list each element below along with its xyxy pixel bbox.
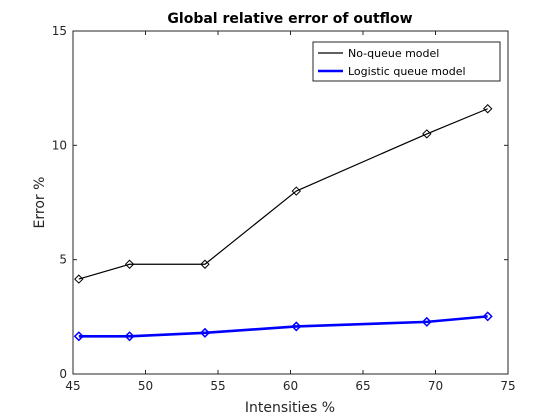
series-layer <box>73 104 493 342</box>
x-axis-label: Intensities % <box>245 400 335 416</box>
data-point <box>482 311 493 322</box>
data-point <box>482 104 493 114</box>
y-tick-label: 15 <box>52 24 67 38</box>
data-point <box>422 129 432 139</box>
x-tick-label: 50 <box>138 379 153 393</box>
x-tick-label: 65 <box>355 379 370 393</box>
data-point <box>74 274 84 284</box>
data-point <box>199 327 211 338</box>
legend-box <box>312 41 501 82</box>
x-tick-label: 55 <box>210 379 225 393</box>
data-point <box>291 321 302 332</box>
data-point <box>291 186 302 196</box>
series-no-queue-model <box>74 104 493 284</box>
series-logistic-queue-model <box>73 311 493 342</box>
series-line <box>78 108 488 280</box>
y-tick-label: 10 <box>52 138 67 152</box>
y-axis-label: Error % <box>32 177 48 229</box>
data-point <box>73 331 84 342</box>
data-point <box>124 331 135 342</box>
legend-label: No-queue model <box>348 47 439 60</box>
x-tick-label: 60 <box>283 379 298 393</box>
data-point <box>421 316 432 327</box>
chart-title: Global relative error of outflow <box>167 11 412 27</box>
data-point <box>200 259 210 269</box>
x-tick-label: 70 <box>428 379 443 393</box>
x-tick-label: 75 <box>500 379 515 393</box>
x-tick-label: 45 <box>65 379 80 393</box>
y-tick-label: 0 <box>59 367 67 381</box>
series-line <box>78 315 488 338</box>
plot-background <box>73 31 508 374</box>
data-point <box>124 259 135 269</box>
axes-layer: 45 50 55 60 65 70 75 0 5 10 15 <box>52 24 516 393</box>
y-tick-label: 5 <box>59 253 67 267</box>
legend-label: Logistic queue model <box>348 65 466 78</box>
legend: No-queue model Logistic queue model <box>312 41 501 82</box>
